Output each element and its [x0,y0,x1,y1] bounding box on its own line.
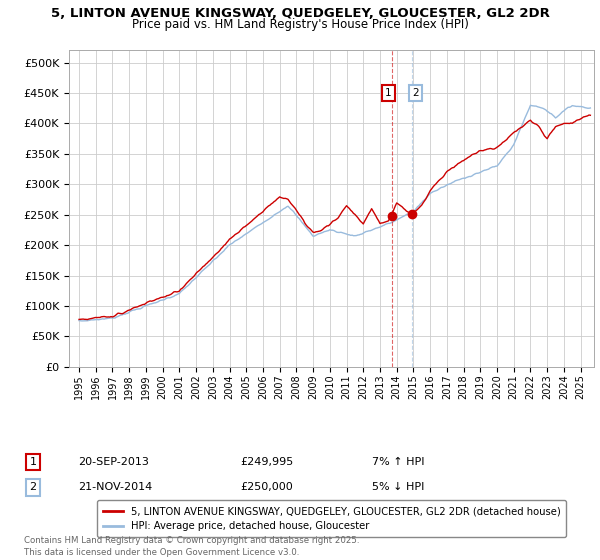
Text: 2: 2 [412,88,419,98]
Text: 5, LINTON AVENUE KINGSWAY, QUEDGELEY, GLOUCESTER, GL2 2DR: 5, LINTON AVENUE KINGSWAY, QUEDGELEY, GL… [50,7,550,20]
Text: 5% ↓ HPI: 5% ↓ HPI [372,482,424,492]
Text: 20-SEP-2013: 20-SEP-2013 [78,457,149,467]
Text: 21-NOV-2014: 21-NOV-2014 [78,482,152,492]
Text: 7% ↑ HPI: 7% ↑ HPI [372,457,425,467]
Legend: 5, LINTON AVENUE KINGSWAY, QUEDGELEY, GLOUCESTER, GL2 2DR (detached house), HPI:: 5, LINTON AVENUE KINGSWAY, QUEDGELEY, GL… [97,501,566,538]
Text: Price paid vs. HM Land Registry's House Price Index (HPI): Price paid vs. HM Land Registry's House … [131,18,469,31]
Text: 2: 2 [29,482,37,492]
Text: Contains HM Land Registry data © Crown copyright and database right 2025.
This d: Contains HM Land Registry data © Crown c… [24,536,359,557]
Text: £249,995: £249,995 [240,457,293,467]
Text: £250,000: £250,000 [240,482,293,492]
Text: 1: 1 [385,88,392,98]
Text: 1: 1 [29,457,37,467]
